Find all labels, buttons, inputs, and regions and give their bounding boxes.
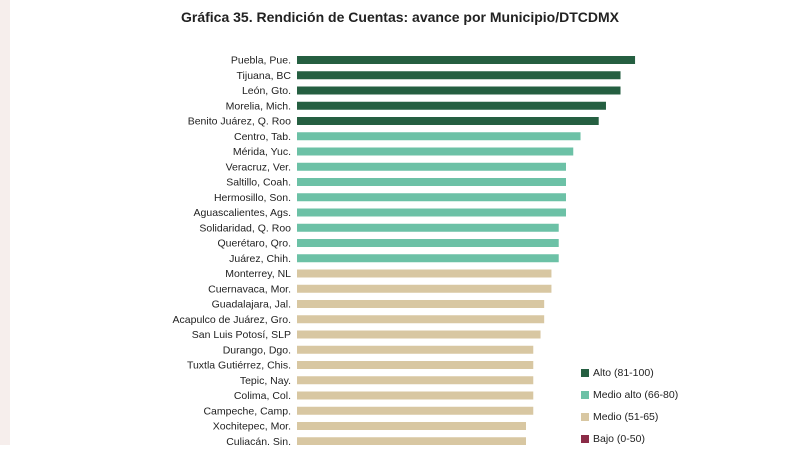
category-label: Colima, Col. <box>234 390 291 402</box>
category-label: Mérida, Yuc. <box>233 146 291 158</box>
bar <box>297 437 527 445</box>
bar <box>297 376 534 385</box>
bar <box>297 71 621 80</box>
category-label: Solidaridad, Q. Roo <box>199 222 291 234</box>
category-label: Juárez, Chih. <box>229 253 291 265</box>
bar <box>297 300 545 308</box>
category-label: Xochitepec, Mor. <box>213 421 291 433</box>
legend-swatch <box>581 435 589 443</box>
legend-swatch <box>581 369 589 377</box>
bar <box>297 56 636 64</box>
category-label: Tuxtla Gutiérrez, Chis. <box>187 360 291 372</box>
category-label: Hermosillo, Son. <box>214 192 291 204</box>
bar <box>297 178 566 186</box>
category-label: Culiacán, Sin. <box>226 436 291 445</box>
legend-label: Medio alto (66-80) <box>593 389 679 401</box>
category-label: San Luis Potosí, SLP <box>192 329 291 341</box>
category-label: Campeche, Camp. <box>203 405 291 417</box>
chart-legend: Alto (81-100) Medio alto (66-80) Medio (51… <box>581 362 678 450</box>
category-label: Aguascalientes, Ags. <box>194 207 291 219</box>
legend-label: Medio (51-65) <box>593 411 659 423</box>
bar <box>297 132 581 141</box>
category-label: Querétaro, Qro. <box>217 238 291 250</box>
category-label: Saltillo, Coah. <box>226 177 291 189</box>
bar <box>297 269 552 278</box>
legend-label: Alto (81-100) <box>593 367 654 379</box>
category-label: Guadalajara, Jal. <box>212 299 291 311</box>
category-label: Cuernavaca, Mor. <box>208 283 291 295</box>
bar <box>297 239 559 247</box>
legend-item: Medio (51-65) <box>581 406 678 428</box>
legend-swatch <box>581 413 589 421</box>
legend-item: Alto (81-100) <box>581 362 678 384</box>
bar <box>297 330 541 339</box>
chart-title: Gráfica 35. Rendición de Cuentas: avance… <box>181 9 619 25</box>
category-label: Morelia, Mich. <box>226 100 291 112</box>
bar <box>297 117 599 125</box>
legend-item: Medio alto (66-80) <box>581 384 678 406</box>
bar <box>297 345 534 354</box>
bar <box>297 315 545 324</box>
category-label: Benito Juárez, Q. Roo <box>188 116 291 128</box>
category-label: Centro, Tab. <box>234 131 291 143</box>
category-label: Puebla, Pue. <box>231 55 291 67</box>
bar <box>297 147 574 156</box>
bar <box>297 223 559 232</box>
bar <box>297 254 559 263</box>
bar <box>297 422 527 430</box>
legend-swatch <box>581 391 589 399</box>
bar <box>297 406 534 415</box>
legend-item: Bajo (0-50) <box>581 428 678 450</box>
category-label: Monterrey, NL <box>225 268 291 280</box>
category-label: León, Gto. <box>242 85 291 97</box>
category-label: Veracruz, Ver. <box>226 161 291 173</box>
bar <box>297 208 566 217</box>
category-label: Tijuana, BC <box>237 70 292 82</box>
bar <box>297 101 606 110</box>
bar <box>297 86 621 95</box>
category-label: Durango, Dgo. <box>223 344 291 356</box>
category-label: Tepic, Nay. <box>240 375 291 387</box>
bar <box>297 391 534 400</box>
category-label: Acapulco de Juárez, Gro. <box>173 314 291 326</box>
bar <box>297 193 566 202</box>
bar <box>297 162 566 171</box>
legend-label: Bajo (0-50) <box>593 433 645 445</box>
bar <box>297 361 534 369</box>
left-margin-strip <box>0 0 10 445</box>
bar <box>297 284 552 293</box>
